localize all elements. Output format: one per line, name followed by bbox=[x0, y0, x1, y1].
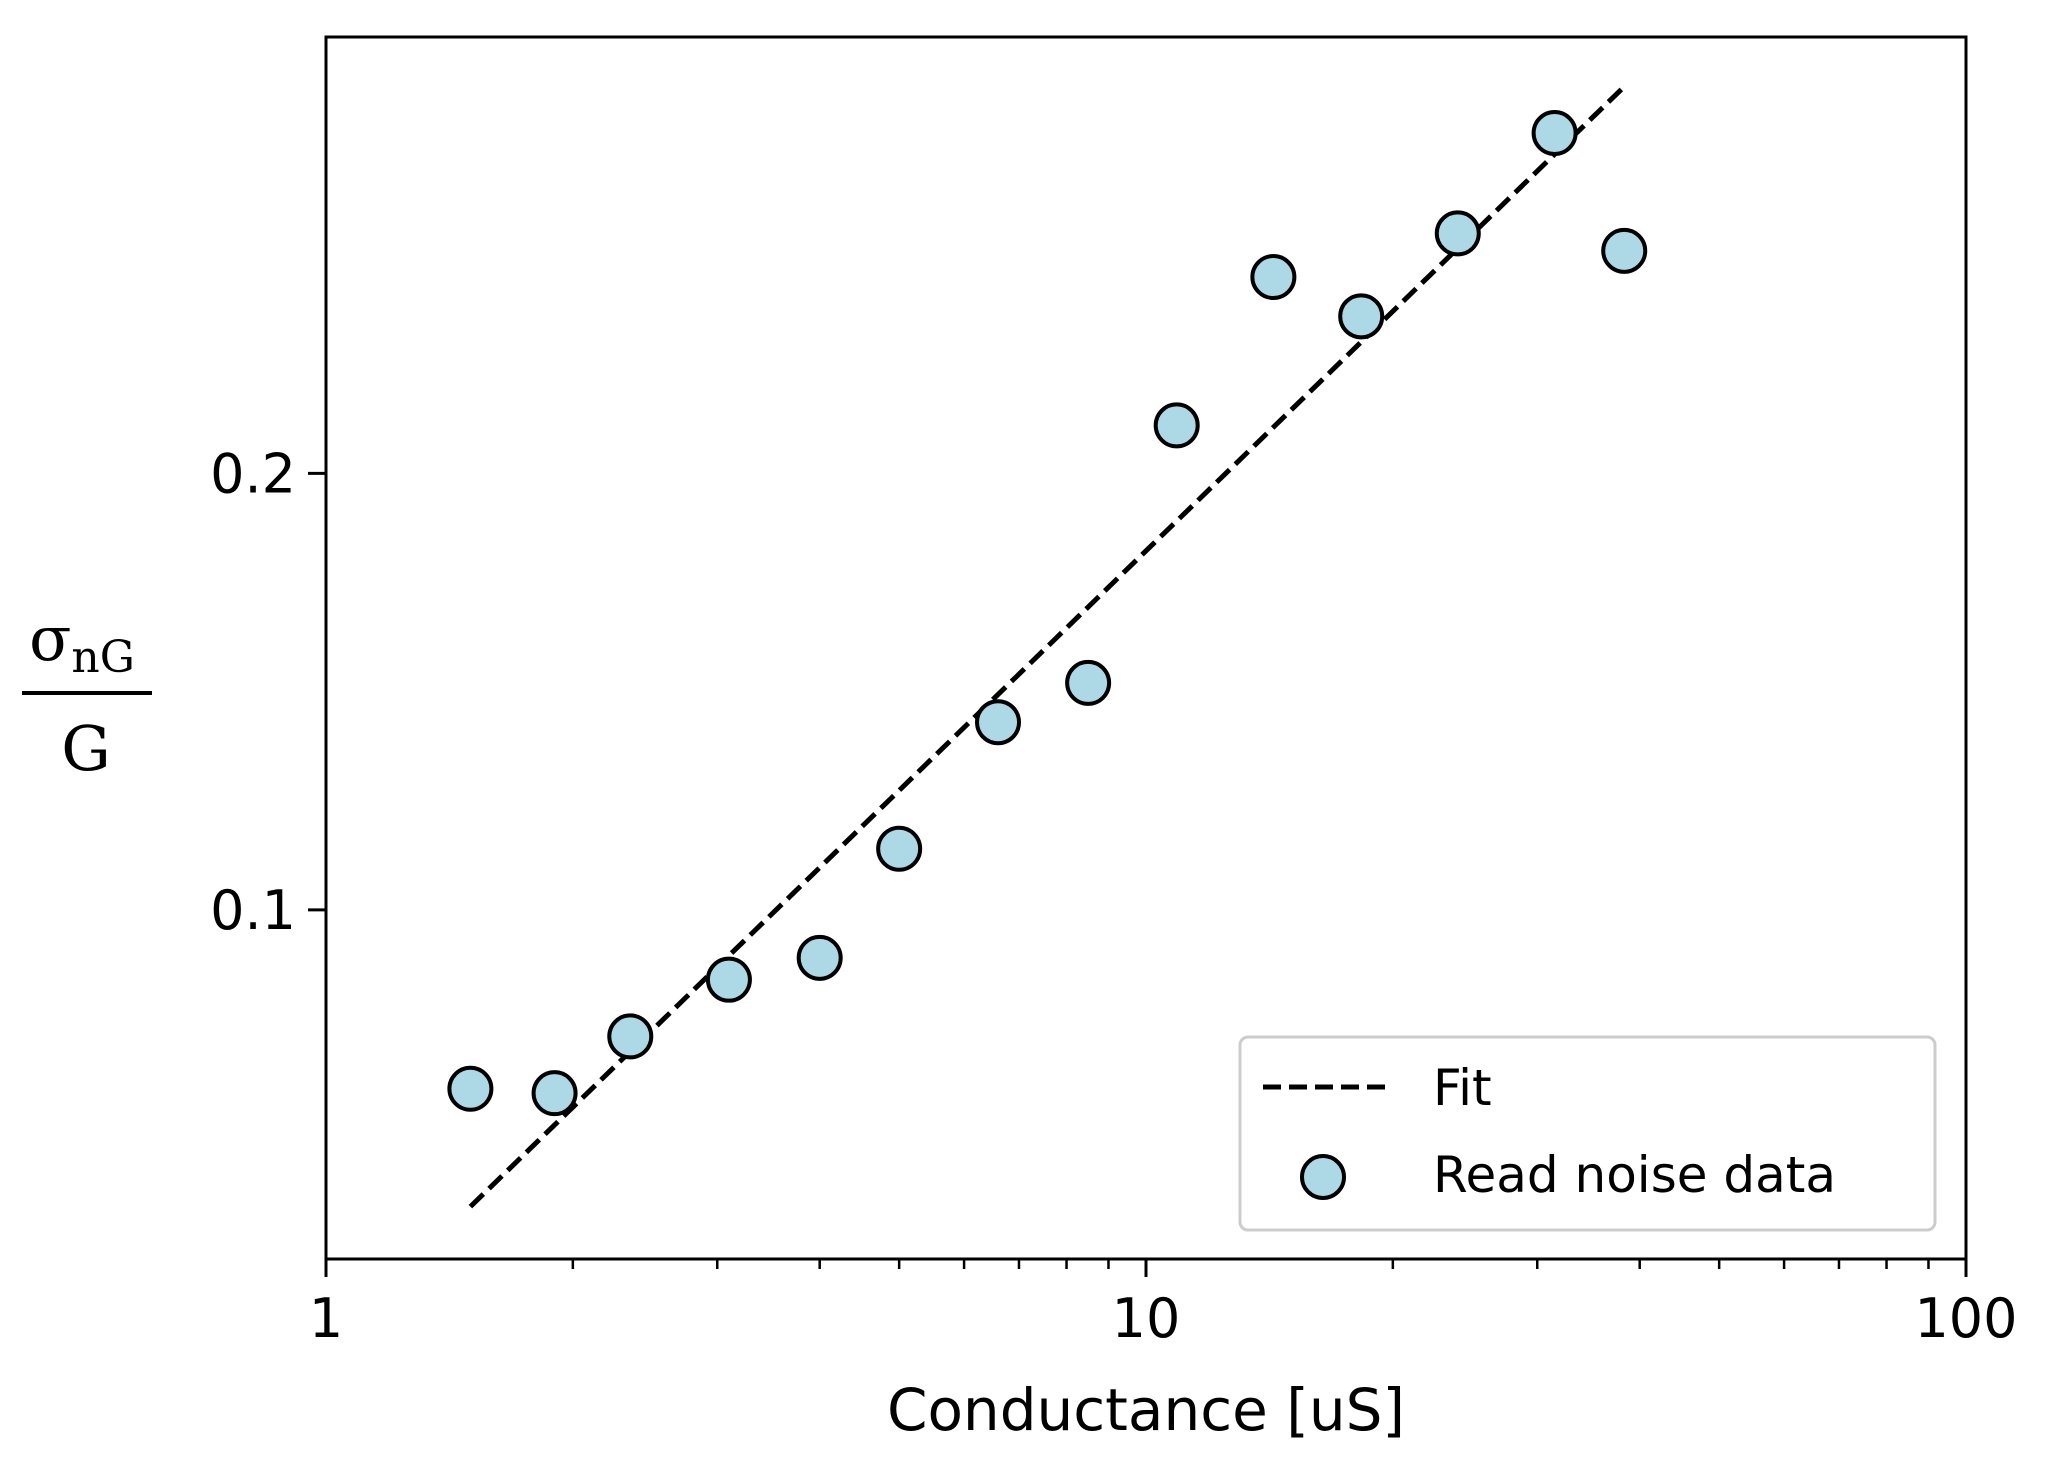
plot-area bbox=[324, 35, 1968, 1261]
y-tick-label: 0.2 bbox=[210, 442, 296, 505]
data-point bbox=[705, 956, 752, 1003]
legend-fit-label: Fit bbox=[1433, 1059, 1492, 1117]
data-point bbox=[1250, 254, 1297, 301]
data-point bbox=[975, 699, 1022, 746]
points-layer bbox=[447, 110, 1648, 1117]
fit-layer bbox=[468, 87, 1624, 1209]
fit-line bbox=[468, 87, 1624, 1209]
legend-data-swatch bbox=[1300, 1154, 1346, 1200]
x-tick-label: 10 bbox=[1112, 1287, 1181, 1350]
x-axis-label: Conductance [uS] bbox=[887, 1376, 1405, 1444]
y-axis-label-numerator: σ bbox=[29, 602, 71, 675]
x-tick-label: 1 bbox=[309, 1287, 343, 1350]
y-axis-ticks: 0.1 0.2 bbox=[210, 442, 326, 942]
x-axis-ticks: 1 10 100 bbox=[309, 1259, 2018, 1350]
data-point bbox=[1601, 227, 1648, 274]
data-point bbox=[1338, 293, 1385, 340]
data-point bbox=[1434, 210, 1481, 257]
x-tick-label: 100 bbox=[1914, 1287, 2017, 1350]
y-axis-label-subscript: nG bbox=[71, 632, 135, 683]
data-point bbox=[796, 934, 843, 981]
data-point bbox=[447, 1065, 494, 1112]
legend-box bbox=[1238, 1035, 1937, 1232]
data-point bbox=[876, 825, 923, 872]
y-axis-label: σnG G bbox=[22, 602, 152, 785]
data-point bbox=[607, 1013, 654, 1060]
data-point bbox=[1153, 402, 1200, 449]
svg-text:σnG: σnG bbox=[29, 602, 135, 683]
data-point bbox=[1531, 110, 1578, 157]
data-point bbox=[531, 1070, 578, 1117]
y-axis-label-denominator: G bbox=[61, 712, 111, 785]
data-point bbox=[1065, 659, 1112, 706]
y-tick-label: 0.1 bbox=[210, 879, 296, 942]
legend-data-label: Read noise data bbox=[1433, 1146, 1836, 1204]
legend: Fit Read noise data bbox=[1238, 1035, 1937, 1232]
